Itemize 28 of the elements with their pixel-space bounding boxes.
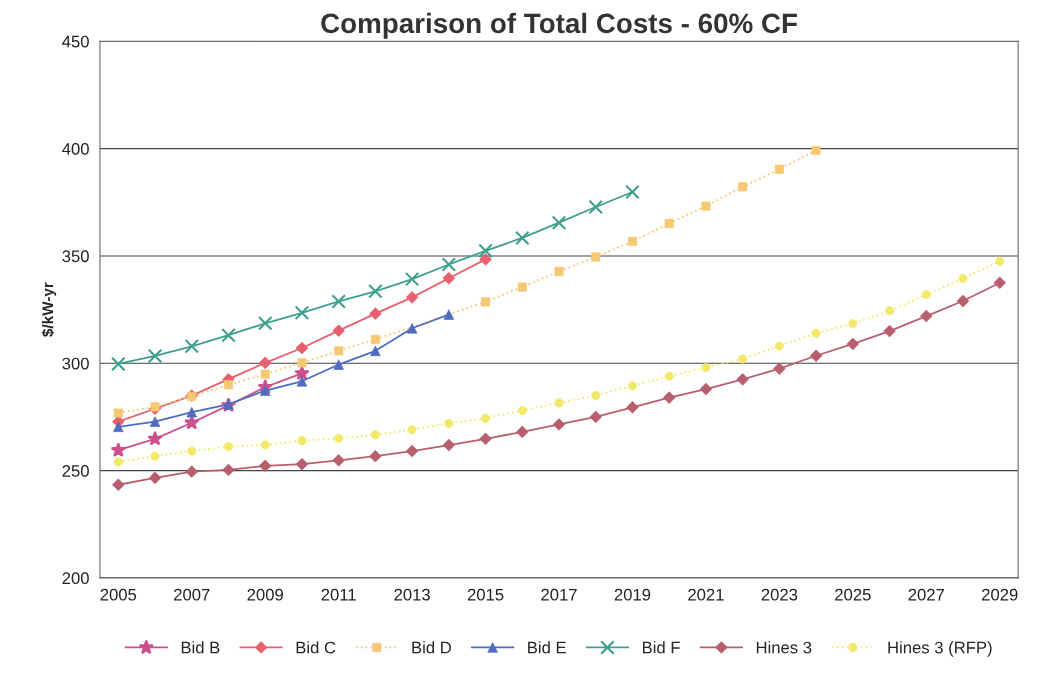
legend-label: Hines 3 (RFP) xyxy=(888,641,992,657)
x-tick-label: 2019 xyxy=(614,588,651,601)
legend-label: Bid C xyxy=(296,641,336,654)
legend-label: Bid B xyxy=(181,641,220,654)
x-tick-label: 2017 xyxy=(541,588,577,601)
y-tick-label: 450 xyxy=(62,35,89,48)
x-tick-label: 2011 xyxy=(321,588,356,601)
x-tick-label: 2007 xyxy=(174,588,210,601)
y-tick-label: 250 xyxy=(62,464,89,477)
x-tick-label: 2009 xyxy=(247,588,283,601)
legend-label: Hines 3 xyxy=(756,641,812,654)
x-tick-label: 2023 xyxy=(761,588,798,601)
chart-title: Comparison of Total Costs - 60% CF xyxy=(321,12,797,39)
y-tick-label: 200 xyxy=(62,572,89,585)
y-tick-label: 350 xyxy=(62,250,89,263)
x-tick-label: 2015 xyxy=(467,588,504,601)
x-tick-label: 2021 xyxy=(688,588,724,601)
x-tick-label: 2029 xyxy=(982,588,1018,601)
legend-label: Bid E xyxy=(528,641,566,654)
legend-label: Bid D xyxy=(412,641,451,654)
y-tick-label: 300 xyxy=(62,357,89,370)
x-tick-label: 2005 xyxy=(100,588,137,601)
x-tick-label: 2027 xyxy=(908,588,944,601)
x-tick-label: 2013 xyxy=(394,588,430,601)
x-tick-label: 2025 xyxy=(835,588,871,601)
y-tick-label: 400 xyxy=(62,143,89,155)
y-axis-title: $/kW-yr xyxy=(41,282,57,337)
legend-label: Bid F xyxy=(642,641,680,654)
